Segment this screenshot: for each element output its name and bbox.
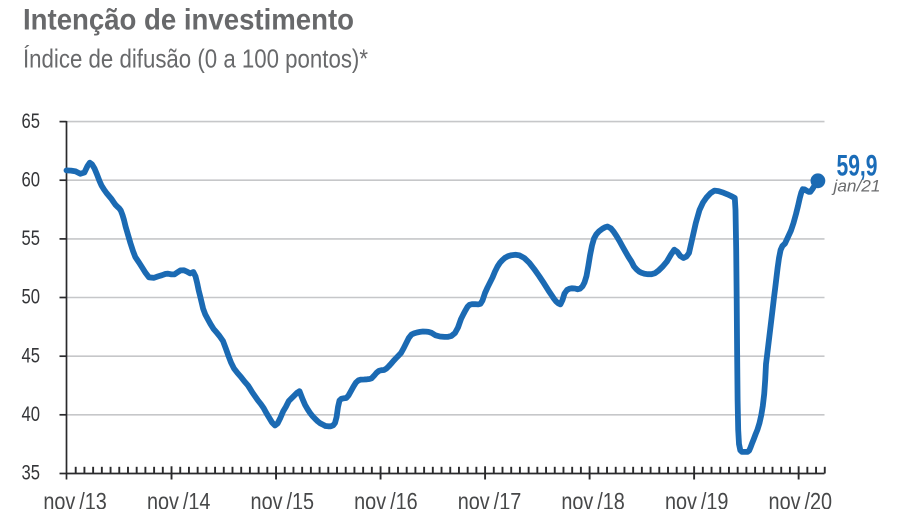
svg-text:65: 65 <box>22 109 41 133</box>
svg-text:35: 35 <box>22 461 41 485</box>
svg-text:nov /15: nov /15 <box>251 489 315 509</box>
svg-text:nov /13: nov /13 <box>43 489 107 509</box>
svg-text:nov /16: nov /16 <box>354 489 418 509</box>
svg-text:nov /17: nov /17 <box>458 489 522 509</box>
svg-text:jan/21: jan/21 <box>831 176 880 195</box>
svg-text:40: 40 <box>22 402 41 426</box>
svg-text:50: 50 <box>22 285 41 309</box>
svg-text:nov /20: nov /20 <box>769 489 833 509</box>
svg-text:Intenção de investimento: Intenção de investimento <box>23 4 354 37</box>
svg-text:Índice de difusão (0 a 100 pon: Índice de difusão (0 a 100 pontos)* <box>23 44 368 74</box>
svg-text:nov /18: nov /18 <box>561 489 625 509</box>
svg-text:59,9: 59,9 <box>837 150 878 183</box>
svg-text:nov /19: nov /19 <box>665 489 729 509</box>
svg-text:45: 45 <box>22 343 41 367</box>
svg-text:60: 60 <box>22 167 41 191</box>
svg-text:nov /14: nov /14 <box>147 489 211 509</box>
svg-text:55: 55 <box>22 226 41 250</box>
